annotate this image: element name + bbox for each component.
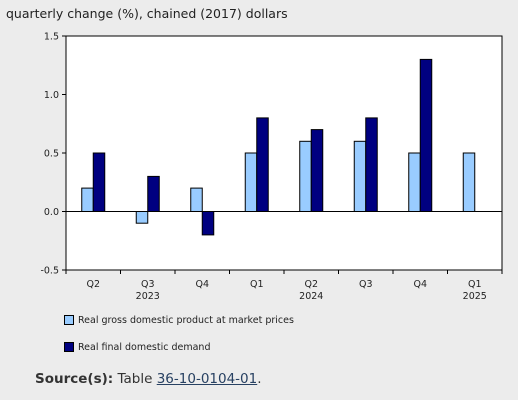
x-tick-label: Q1 (250, 279, 264, 290)
bar-gdp (190, 187, 203, 213)
source-period: . (257, 371, 262, 387)
bar-gdp (135, 211, 149, 224)
y-axis-title: quarterly change (%), chained (2017) dol… (6, 6, 288, 21)
legend-swatch-demand (64, 342, 74, 352)
bar-gdp (299, 140, 312, 212)
bar-gdp (462, 152, 476, 212)
source-table-link[interactable]: 36-10-0104-01 (156, 371, 258, 387)
x-tick-label: Q3 (141, 279, 155, 290)
bar-demand (310, 129, 324, 213)
x-year-label: 2025 (463, 291, 487, 302)
y-tick-label: 0.0 (44, 207, 59, 218)
y-tick-label: 0.5 (44, 149, 59, 160)
bar-demand (147, 175, 160, 212)
x-year-label: 2023 (136, 291, 160, 302)
legend-label-demand: Real final domestic demand (78, 341, 211, 353)
x-tick-label: Q1 (468, 279, 482, 290)
bar-gdp (353, 140, 367, 212)
x-year-label: 2024 (299, 291, 323, 302)
bar-gdp (81, 187, 94, 213)
plot-area (65, 35, 503, 271)
bar-chart: 1.5 1.0 0.5 0.0 -0.5 Q2 Q3 Q4 Q1 Q2 Q3 Q4 Q1 2023 202… (40, 32, 503, 302)
bar-demand (201, 211, 215, 236)
y-tick-label: 1.0 (44, 90, 59, 101)
bar-gdp (244, 152, 258, 212)
source-text: Table (117, 371, 153, 387)
source-line: Source(s): Table 36-10-0104-01. (35, 371, 262, 387)
legend-label-gdp: Real gross domestic product at market pr… (78, 314, 294, 326)
bar-demand (92, 152, 106, 212)
y-tick-label: 1.5 (44, 32, 59, 43)
bar-demand (419, 58, 433, 213)
bar-demand (365, 117, 378, 212)
bar-demand (256, 117, 269, 212)
legend-item-demand: Real final domestic demand (64, 340, 294, 354)
x-tick-label: Q4 (195, 279, 209, 290)
y-tick-label: -0.5 (40, 266, 59, 277)
x-tick-label: Q4 (413, 279, 427, 290)
source-label: Source(s): (35, 371, 114, 387)
legend: Real gross domestic product at market pr… (64, 313, 294, 367)
legend-item-gdp: Real gross domestic product at market pr… (64, 313, 294, 327)
x-tick-label: Q3 (359, 279, 373, 290)
x-tick-label: Q2 (304, 279, 318, 290)
x-tick-label: Q2 (86, 279, 100, 290)
legend-swatch-gdp (64, 315, 74, 325)
bar-gdp (408, 152, 421, 212)
